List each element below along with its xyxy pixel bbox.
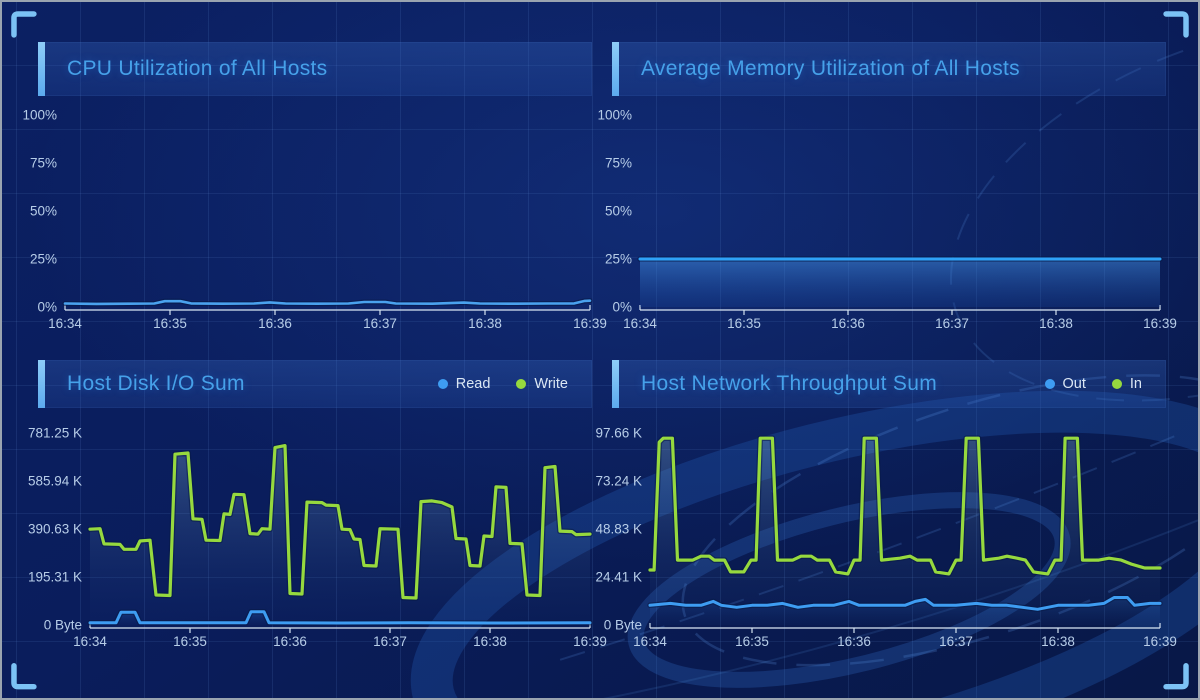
panel-title-memory: Average Memory Utilization of All Hosts — [641, 57, 1020, 80]
svg-text:25%: 25% — [605, 252, 632, 267]
panel-header-disk: Host Disk I/O Sum Read Write — [38, 360, 592, 408]
svg-text:16:39: 16:39 — [573, 634, 607, 649]
network-throughput-chart[interactable]: 0 Byte 24.41 K 48.83 K 73.24 K 97.66 K 16:34 1… — [595, 420, 1182, 655]
svg-text:97.66 K: 97.66 K — [595, 426, 642, 441]
svg-text:0 Byte: 0 Byte — [44, 618, 82, 633]
svg-text:100%: 100% — [597, 108, 632, 123]
svg-text:16:37: 16:37 — [373, 634, 407, 649]
svg-text:25%: 25% — [30, 252, 57, 267]
legend-label-in: In — [1129, 376, 1142, 392]
panel-header-network: Host Network Throughput Sum Out In — [612, 360, 1166, 408]
svg-text:16:35: 16:35 — [727, 316, 761, 331]
svg-text:16:35: 16:35 — [153, 316, 187, 331]
svg-text:75%: 75% — [30, 156, 57, 171]
svg-text:0 Byte: 0 Byte — [604, 618, 642, 633]
svg-text:16:36: 16:36 — [837, 634, 871, 649]
svg-text:16:35: 16:35 — [735, 634, 769, 649]
svg-text:50%: 50% — [30, 204, 57, 219]
legend-item-read[interactable]: Read — [437, 376, 491, 392]
svg-text:16:36: 16:36 — [258, 316, 292, 331]
svg-text:16:39: 16:39 — [1143, 634, 1177, 649]
panel-title-network: Host Network Throughput Sum — [641, 372, 938, 395]
svg-text:16:38: 16:38 — [1039, 316, 1073, 331]
svg-text:0%: 0% — [612, 300, 632, 315]
panel-title-disk: Host Disk I/O Sum — [67, 372, 245, 395]
panel-header-memory: Average Memory Utilization of All Hosts — [612, 42, 1166, 96]
svg-text:16:35: 16:35 — [173, 634, 207, 649]
panel-header-cpu: CPU Utilization of All Hosts — [38, 42, 592, 96]
legend-label-out: Out — [1062, 376, 1086, 392]
legend-item-in[interactable]: In — [1111, 376, 1142, 392]
svg-text:16:39: 16:39 — [1143, 316, 1177, 331]
svg-text:195.31 K: 195.31 K — [28, 570, 82, 585]
svg-text:16:34: 16:34 — [623, 316, 657, 331]
svg-text:781.25 K: 781.25 K — [28, 426, 82, 441]
svg-text:16:37: 16:37 — [935, 316, 969, 331]
svg-text:24.41 K: 24.41 K — [595, 570, 642, 585]
svg-text:16:39: 16:39 — [573, 316, 607, 331]
svg-text:50%: 50% — [605, 204, 632, 219]
disk-io-chart[interactable]: 0 Byte 195.31 K 390.63 K 585.94 K 781.25 K 16… — [22, 420, 607, 655]
title-accent-bar — [612, 360, 619, 408]
out-legend-dot-icon — [1044, 379, 1055, 389]
svg-text:100%: 100% — [22, 108, 57, 123]
title-accent-bar — [38, 360, 45, 408]
svg-text:16:38: 16:38 — [1041, 634, 1075, 649]
svg-text:16:36: 16:36 — [831, 316, 865, 331]
svg-text:16:34: 16:34 — [73, 634, 107, 649]
svg-text:0%: 0% — [37, 300, 57, 315]
network-legend: Out In — [1044, 376, 1142, 392]
read-legend-dot-icon — [437, 379, 448, 389]
svg-text:16:34: 16:34 — [48, 316, 82, 331]
svg-text:48.83 K: 48.83 K — [595, 522, 642, 537]
write-legend-dot-icon — [516, 379, 527, 389]
svg-text:16:37: 16:37 — [939, 634, 973, 649]
svg-text:16:38: 16:38 — [473, 634, 507, 649]
disk-legend: Read Write — [437, 376, 568, 392]
title-accent-bar — [38, 42, 45, 96]
svg-text:585.94 K: 585.94 K — [28, 473, 82, 488]
legend-item-out[interactable]: Out — [1044, 376, 1086, 392]
svg-text:75%: 75% — [605, 156, 632, 171]
svg-text:73.24 K: 73.24 K — [595, 474, 642, 489]
svg-text:16:36: 16:36 — [273, 634, 307, 649]
legend-label-read: Read — [455, 376, 491, 392]
legend-label-write: Write — [534, 376, 568, 392]
cpu-utilization-chart[interactable]: 0% 25% 50% 75% 100% 16:34 16:35 16:36 16:37 16:38… — [22, 102, 606, 342]
legend-item-write[interactable]: Write — [516, 376, 568, 392]
svg-text:16:34: 16:34 — [633, 634, 667, 649]
panel-title-cpu: CPU Utilization of All Hosts — [67, 57, 328, 80]
svg-text:16:37: 16:37 — [363, 316, 397, 331]
title-accent-bar — [612, 42, 619, 96]
svg-text:16:38: 16:38 — [468, 316, 502, 331]
in-legend-dot-icon — [1111, 379, 1122, 389]
svg-text:390.63 K: 390.63 K — [28, 521, 82, 536]
memory-utilization-chart[interactable]: 0% 25% 50% 75% 100% 16:34 16:35 16:36 16:37 16:38… — [597, 102, 1182, 342]
